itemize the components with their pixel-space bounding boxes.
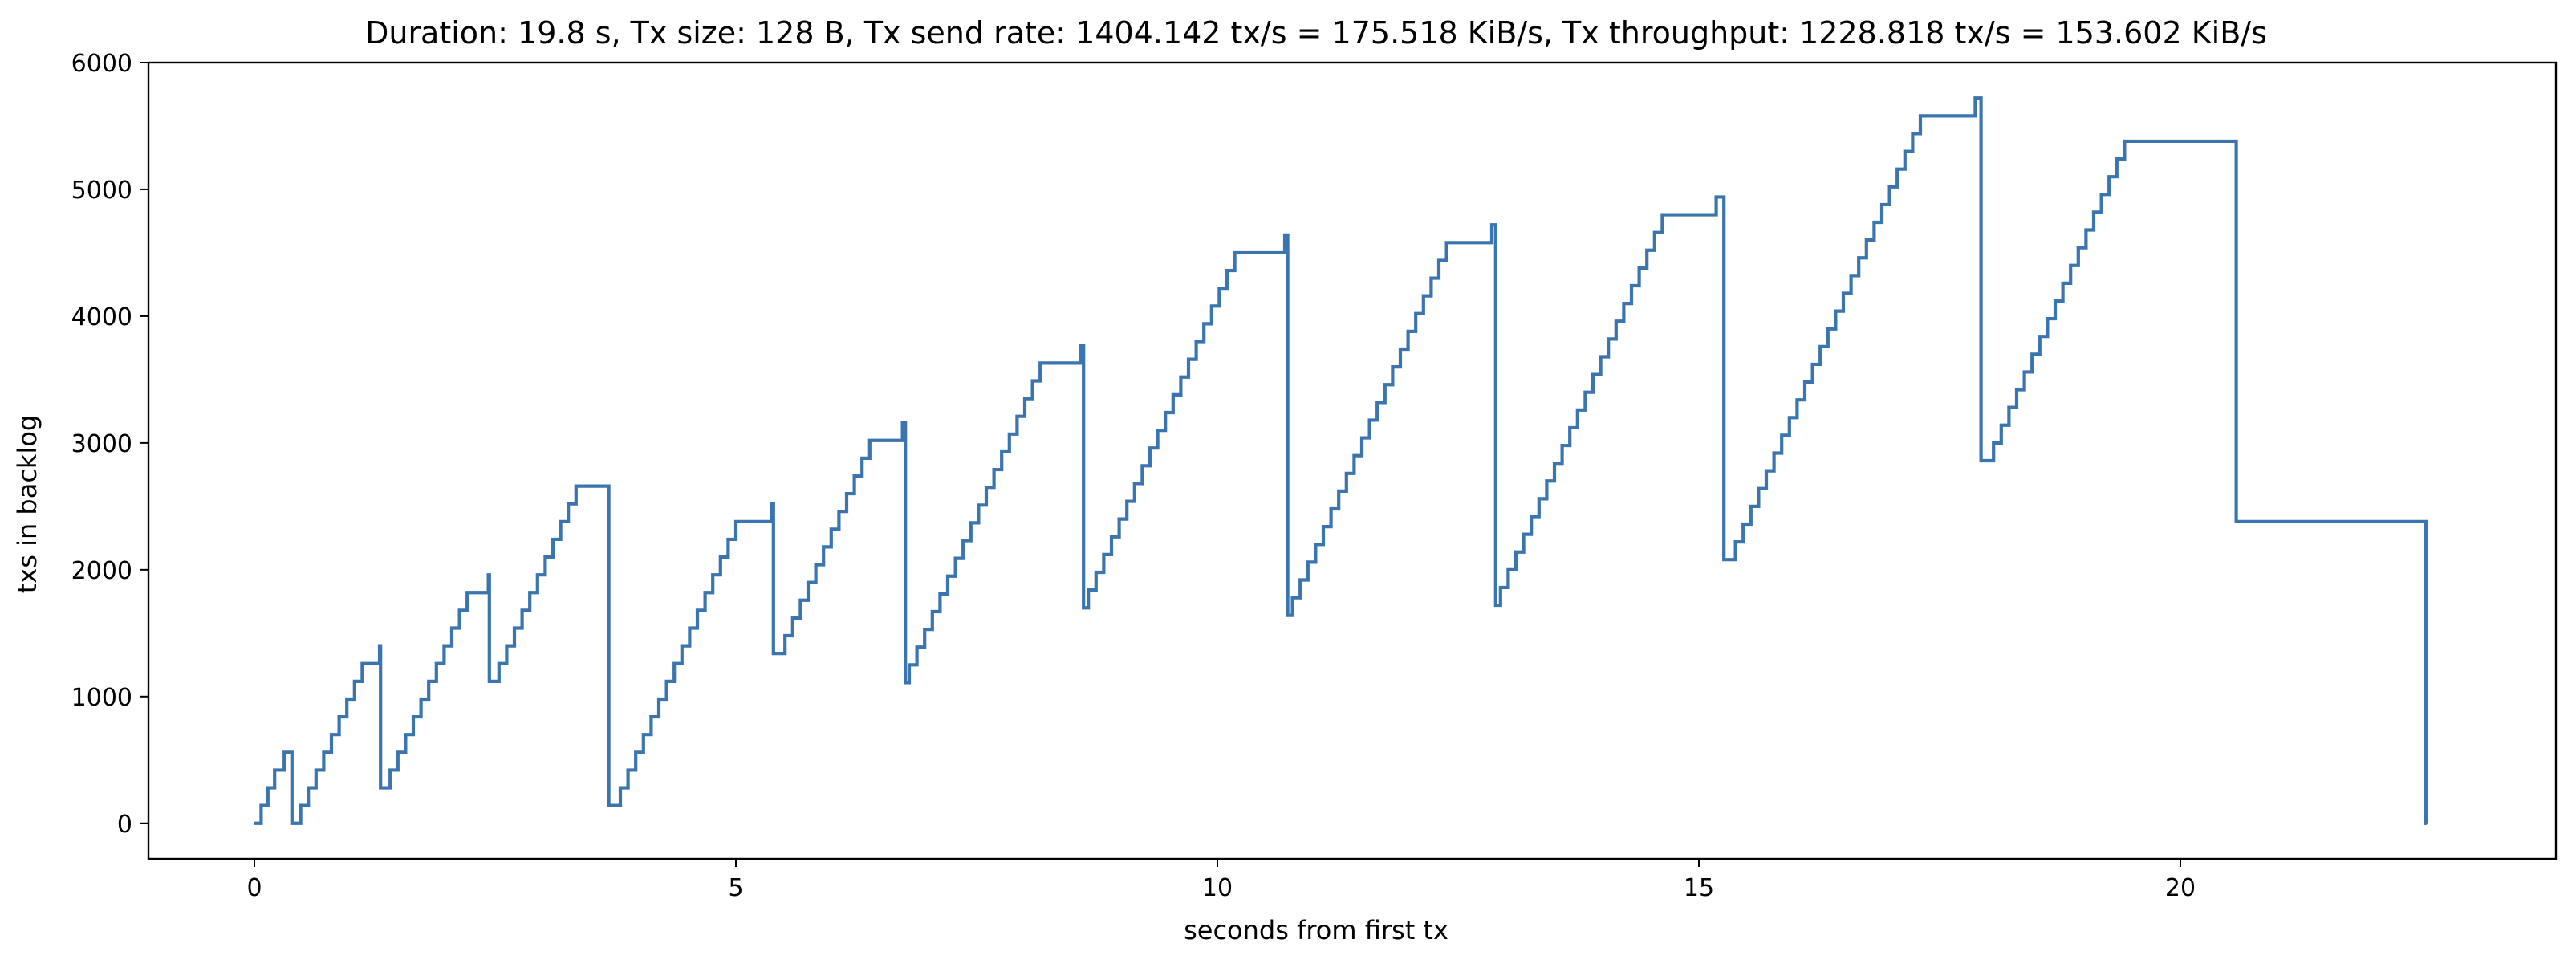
y-tick-label-3000: 3000 bbox=[71, 430, 132, 458]
x-tick-label-15: 15 bbox=[1684, 874, 1714, 902]
axes: 0 5 10 15 20 0 1000 2000 3000 4000 5000 6000 bbox=[71, 50, 2558, 902]
y-tick-label-6000: 6000 bbox=[71, 50, 132, 78]
axes-frame bbox=[147, 61, 2558, 860]
x-tick-label-0: 0 bbox=[246, 874, 262, 902]
x-tick-label-20: 20 bbox=[2165, 874, 2196, 902]
series-line-0 bbox=[254, 96, 2428, 825]
y-tick-label-5000: 5000 bbox=[71, 177, 132, 205]
y-tick-label-1000: 1000 bbox=[71, 684, 132, 712]
chart-title: Duration: 19.8 s, Tx size: 128 B, Tx sen… bbox=[365, 15, 2267, 51]
y-axis-label: txs in backlog bbox=[12, 415, 43, 594]
x-tick-label-5: 5 bbox=[728, 874, 743, 902]
x-axis-label: seconds from first tx bbox=[1184, 915, 1448, 946]
y-tick-label-4000: 4000 bbox=[71, 303, 132, 331]
plot-area bbox=[254, 96, 2428, 825]
x-tick-label-10: 10 bbox=[1202, 874, 1233, 902]
y-tick-label-0: 0 bbox=[117, 811, 132, 839]
y-tick-label-2000: 2000 bbox=[71, 557, 132, 585]
